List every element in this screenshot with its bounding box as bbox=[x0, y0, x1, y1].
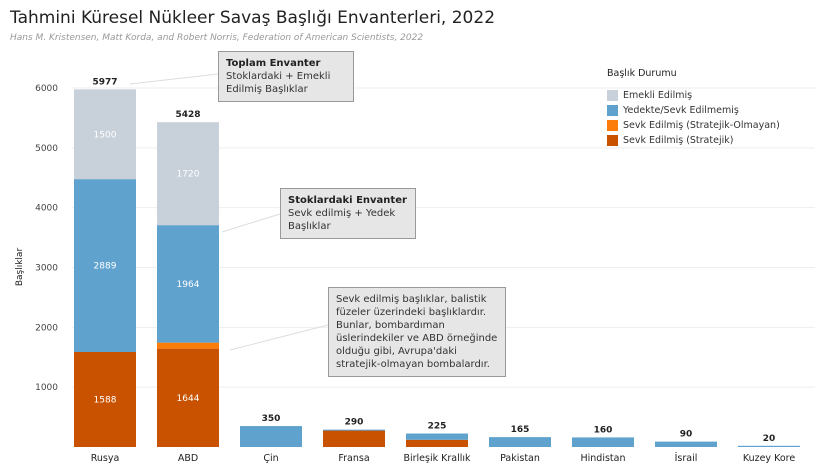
annotation-deployed: Sevk edilmiş başlıklar, balistik füzeler… bbox=[328, 287, 506, 377]
bar-segment bbox=[489, 437, 551, 447]
legend-swatch bbox=[607, 105, 618, 116]
annotation-title: Toplam Envanter bbox=[226, 58, 321, 69]
total-label: 160 bbox=[594, 425, 613, 435]
legend-swatch bbox=[607, 90, 618, 101]
x-tick-label: ABD bbox=[178, 453, 198, 464]
legend-label: Emekli Edilmiş bbox=[623, 90, 693, 101]
annotation-total: Toplam Envanter Stoklardaki + Emekli Edi… bbox=[218, 51, 354, 102]
segment-label: 2889 bbox=[94, 262, 117, 272]
bar-segment bbox=[157, 348, 219, 447]
segment-label: 1964 bbox=[177, 280, 200, 290]
total-label: 165 bbox=[511, 425, 530, 435]
y-tick-label: 2000 bbox=[35, 323, 58, 333]
legend-item-nonstrategic[interactable]: Sevk Edilmiş (Stratejik-Olmayan) bbox=[607, 118, 780, 133]
bar-segment bbox=[655, 441, 717, 447]
y-tick-label: 5000 bbox=[35, 144, 58, 154]
y-tick-label: 6000 bbox=[35, 84, 58, 94]
chart-title: Tahmini Küresel Nükleer Savaş Başlığı En… bbox=[10, 8, 496, 28]
legend-label: Sevk Edilmiş (Stratejik-Olmayan) bbox=[623, 120, 780, 131]
total-label: 90 bbox=[680, 430, 693, 440]
bar-segment bbox=[738, 445, 800, 447]
x-tick-label: Hindistan bbox=[581, 453, 626, 464]
y-axis-label: Başlıklar bbox=[15, 248, 25, 287]
legend: Başlık Durumu Emekli Edilmiş Yedekte/Sev… bbox=[607, 68, 780, 148]
legend-item-strategic[interactable]: Sevk Edilmiş (Stratejik) bbox=[607, 133, 780, 148]
bar-segment bbox=[157, 122, 219, 226]
annotation-connector bbox=[229, 324, 329, 351]
bar-segment bbox=[323, 430, 385, 447]
legend-label: Yedekte/Sevk Edilmemiş bbox=[623, 105, 739, 116]
bar-segment bbox=[406, 433, 468, 440]
legend-title: Başlık Durumu bbox=[607, 68, 677, 79]
segment-label: 1500 bbox=[94, 130, 117, 140]
x-tick-label: Pakistan bbox=[500, 453, 540, 464]
annotation-connector bbox=[129, 73, 219, 85]
bar-segment bbox=[157, 225, 219, 343]
legend-item-retired[interactable]: Emekli Edilmiş bbox=[607, 88, 780, 103]
annotation-text: Sevk edilmiş + Yedek Başlıklar bbox=[288, 208, 396, 232]
bar-segment bbox=[74, 179, 136, 352]
bar-segment bbox=[74, 89, 136, 180]
total-label: 225 bbox=[428, 422, 447, 432]
annotation-stockpile: Stoklardaki Envanter Sevk edilmiş + Yede… bbox=[280, 188, 416, 239]
legend-label: Sevk Edilmiş (Stratejik) bbox=[623, 135, 734, 146]
bar-segment bbox=[240, 426, 302, 447]
x-tick-label: Fransa bbox=[338, 453, 369, 464]
y-tick-label: 1000 bbox=[35, 383, 58, 393]
annotation-title: Stoklardaki Envanter bbox=[288, 195, 407, 206]
annotation-text: Sevk edilmiş başlıklar, balistik füzeler… bbox=[336, 294, 498, 370]
segment-label: 1588 bbox=[94, 395, 117, 405]
total-label: 290 bbox=[345, 418, 364, 428]
bar-segment bbox=[406, 439, 468, 447]
bar-segment bbox=[572, 437, 634, 447]
bar-segment bbox=[74, 351, 136, 447]
total-label: 5977 bbox=[92, 77, 117, 87]
x-tick-label: Çin bbox=[263, 453, 278, 464]
x-tick-label: Birleşik Krallık bbox=[403, 453, 471, 464]
segment-label: 1720 bbox=[177, 170, 200, 180]
total-label: 20 bbox=[763, 434, 776, 444]
y-tick-label: 4000 bbox=[35, 204, 58, 214]
legend-swatch bbox=[607, 120, 618, 131]
segment-label: 1644 bbox=[177, 394, 200, 404]
y-tick-label: 3000 bbox=[35, 264, 58, 274]
chart-subtitle: Hans M. Kristensen, Matt Korda, and Robe… bbox=[10, 33, 424, 43]
total-label: 350 bbox=[262, 414, 281, 424]
legend-item-reserve[interactable]: Yedekte/Sevk Edilmemiş bbox=[607, 103, 780, 118]
x-tick-label: Kuzey Kore bbox=[743, 453, 796, 464]
x-tick-label: Rusya bbox=[91, 453, 120, 464]
bar-segment bbox=[323, 429, 385, 431]
total-label: 5428 bbox=[175, 110, 200, 120]
annotation-connector bbox=[221, 213, 281, 233]
annotation-text: Stoklardaki + Emekli Edilmiş Başlıklar bbox=[226, 71, 331, 95]
x-tick-label: İsrail bbox=[675, 453, 698, 464]
bar-segment bbox=[157, 342, 219, 349]
legend-swatch bbox=[607, 135, 618, 146]
